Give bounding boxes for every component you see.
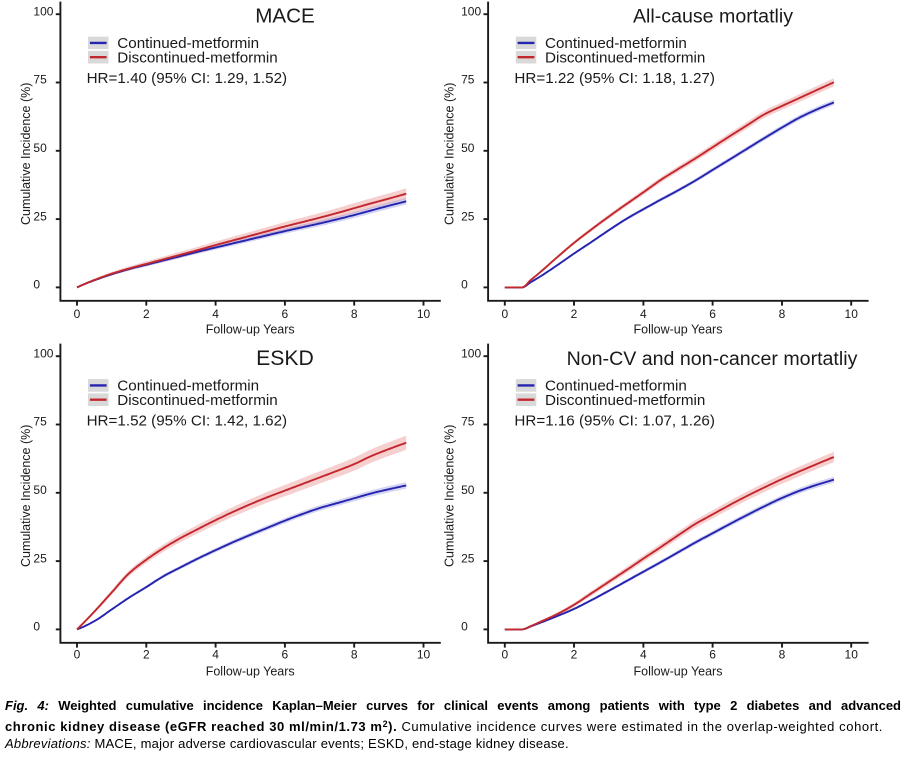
svg-text:Continued-metformin: Continued-metformin <box>117 35 259 52</box>
svg-text:50: 50 <box>33 483 47 497</box>
svg-text:10: 10 <box>845 648 859 662</box>
svg-text:25: 25 <box>33 551 47 565</box>
svg-text:6: 6 <box>709 648 716 662</box>
svg-text:Follow-up Years: Follow-up Years <box>634 322 723 336</box>
svg-text:HR=1.52 (95% CI: 1.42, 1.62): HR=1.52 (95% CI: 1.42, 1.62) <box>87 413 288 430</box>
svg-text:Continued-metformin: Continued-metformin <box>117 378 259 395</box>
svg-text:50: 50 <box>461 141 475 155</box>
svg-text:0: 0 <box>74 648 81 662</box>
svg-text:Non-CV and non-cancer mortatli: Non-CV and non-cancer mortatliy <box>567 348 858 370</box>
svg-text:0: 0 <box>74 307 81 321</box>
svg-text:4: 4 <box>640 307 647 321</box>
svg-text:6: 6 <box>282 307 289 321</box>
svg-text:75: 75 <box>461 415 475 429</box>
svg-text:0: 0 <box>33 620 40 634</box>
svg-text:0: 0 <box>501 648 508 662</box>
svg-text:10: 10 <box>417 648 431 662</box>
svg-text:2: 2 <box>571 307 578 321</box>
svg-text:0: 0 <box>501 307 508 321</box>
svg-text:Discontinued-metformin: Discontinued-metformin <box>117 50 277 67</box>
svg-text:75: 75 <box>461 73 475 87</box>
svg-text:2: 2 <box>571 648 578 662</box>
svg-text:4: 4 <box>212 307 219 321</box>
svg-text:10: 10 <box>845 307 859 321</box>
svg-text:50: 50 <box>461 483 475 497</box>
svg-text:2: 2 <box>143 648 150 662</box>
svg-text:Continued-metformin: Continued-metformin <box>545 35 687 52</box>
svg-text:50: 50 <box>33 141 47 155</box>
svg-text:MACE: MACE <box>255 5 315 28</box>
svg-text:8: 8 <box>351 307 358 321</box>
svg-text:25: 25 <box>461 551 475 565</box>
svg-text:Follow-up Years: Follow-up Years <box>634 664 723 678</box>
svg-text:100: 100 <box>461 4 481 18</box>
svg-text:Discontinued-metformin: Discontinued-metformin <box>545 50 705 67</box>
svg-text:8: 8 <box>351 648 358 662</box>
svg-text:0: 0 <box>33 278 40 292</box>
svg-text:Follow-up Years: Follow-up Years <box>206 664 295 678</box>
svg-text:8: 8 <box>779 648 786 662</box>
svg-text:100: 100 <box>461 346 481 360</box>
svg-text:Discontinued-metformin: Discontinued-metformin <box>117 392 277 409</box>
svg-text:Cumulative Incidence (%): Cumulative Incidence (%) <box>19 83 33 225</box>
svg-text:100: 100 <box>33 4 53 18</box>
svg-text:10: 10 <box>417 307 431 321</box>
svg-text:0: 0 <box>461 278 468 292</box>
svg-text:ESKD: ESKD <box>256 347 314 370</box>
svg-text:Discontinued-metformin: Discontinued-metformin <box>545 392 705 409</box>
svg-text:Follow-up Years: Follow-up Years <box>206 322 295 336</box>
svg-text:Cumulative Incidence (%): Cumulative Incidence (%) <box>19 425 33 567</box>
svg-text:All-cause mortatliy: All-cause mortatliy <box>633 6 793 28</box>
svg-text:25: 25 <box>33 209 47 223</box>
svg-text:75: 75 <box>33 73 47 87</box>
svg-text:6: 6 <box>709 307 716 321</box>
svg-text:2: 2 <box>143 307 150 321</box>
svg-text:Continued-metformin: Continued-metformin <box>545 378 687 395</box>
svg-text:8: 8 <box>779 307 786 321</box>
svg-text:25: 25 <box>461 209 475 223</box>
svg-text:100: 100 <box>33 346 53 360</box>
svg-text:Cumulative Incidence (%): Cumulative Incidence (%) <box>443 83 457 225</box>
svg-text:HR=1.40 (95% CI: 1.29, 1.52): HR=1.40 (95% CI: 1.29, 1.52) <box>87 70 288 87</box>
svg-text:HR=1.16 (95% CI: 1.07, 1.26): HR=1.16 (95% CI: 1.07, 1.26) <box>514 413 715 430</box>
svg-text:4: 4 <box>212 648 219 662</box>
svg-text:6: 6 <box>282 648 289 662</box>
svg-text:Cumulative Incidence (%): Cumulative Incidence (%) <box>443 425 457 567</box>
svg-text:HR=1.22 (95% CI: 1.18, 1.27): HR=1.22 (95% CI: 1.18, 1.27) <box>514 70 715 87</box>
svg-text:4: 4 <box>640 648 647 662</box>
svg-text:75: 75 <box>33 415 47 429</box>
svg-text:0: 0 <box>461 620 468 634</box>
